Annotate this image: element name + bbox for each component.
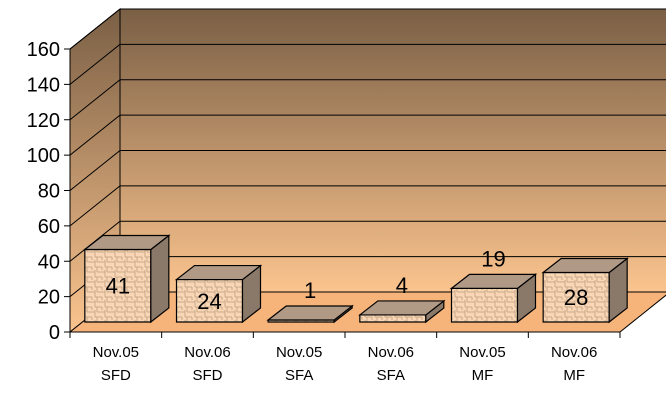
data-label: 24 bbox=[197, 289, 221, 314]
x-tick-label: Nov.06 bbox=[184, 344, 230, 361]
x-tick-label: Nov.06 bbox=[551, 344, 597, 361]
x-tick-label: Nov.05 bbox=[93, 344, 139, 361]
x-tick-label: SFD bbox=[193, 367, 223, 384]
bar-top bbox=[266, 305, 354, 321]
x-tick-label: Nov.05 bbox=[276, 344, 322, 361]
data-label: 4 bbox=[396, 273, 408, 298]
bar bbox=[358, 299, 446, 324]
y-tick-label: 80 bbox=[38, 181, 60, 203]
data-label: 41 bbox=[106, 274, 130, 299]
data-label: 28 bbox=[564, 285, 588, 310]
bars bbox=[83, 234, 629, 324]
y-tick-label: 20 bbox=[38, 287, 60, 309]
x-tick-label: MF bbox=[472, 367, 494, 384]
data-label: 19 bbox=[481, 246, 505, 271]
y-tick-label: 40 bbox=[38, 251, 60, 273]
y-tick-label: 0 bbox=[49, 322, 60, 344]
bar-top bbox=[449, 273, 538, 289]
bar bbox=[449, 273, 538, 324]
labels: 41 Nov.05 SFD 24 Nov.06 SFD 1 Nov.05 SFA 4 Nov.06 S… bbox=[93, 246, 598, 384]
x-tick-label: Nov.05 bbox=[459, 344, 505, 361]
bar-top bbox=[541, 257, 629, 274]
bar bbox=[541, 257, 629, 324]
gridline bbox=[69, 114, 666, 156]
bar-top bbox=[358, 300, 446, 316]
x-tick-label: SFA bbox=[377, 367, 405, 384]
bar-front bbox=[450, 287, 519, 323]
data-label: 1 bbox=[304, 278, 316, 303]
x-tick-label: MF bbox=[563, 367, 585, 384]
gridline bbox=[69, 8, 666, 50]
x-tick-label: Nov.06 bbox=[368, 344, 414, 361]
gridline bbox=[69, 185, 666, 227]
bar-top bbox=[174, 264, 263, 281]
gridline bbox=[69, 150, 666, 191]
gridline bbox=[69, 79, 666, 121]
bar-front bbox=[359, 314, 427, 323]
y-tick-label: 60 bbox=[38, 216, 60, 238]
y-tick-label: 140 bbox=[27, 74, 60, 96]
bar bbox=[174, 264, 263, 324]
y-tick-label: 160 bbox=[27, 39, 60, 61]
y-tick-label: 120 bbox=[27, 110, 60, 132]
bar bbox=[266, 304, 354, 324]
gridline bbox=[69, 43, 666, 85]
bar-side bbox=[150, 234, 170, 324]
x-tick-label: SFA bbox=[285, 367, 313, 384]
y-tick-label: 100 bbox=[27, 145, 60, 167]
x-tick-label: SFD bbox=[101, 367, 131, 384]
axes: 0 20 40 60 80 100 120 140 160 bbox=[27, 39, 621, 344]
bar-top bbox=[83, 234, 171, 251]
bar bbox=[83, 234, 171, 324]
